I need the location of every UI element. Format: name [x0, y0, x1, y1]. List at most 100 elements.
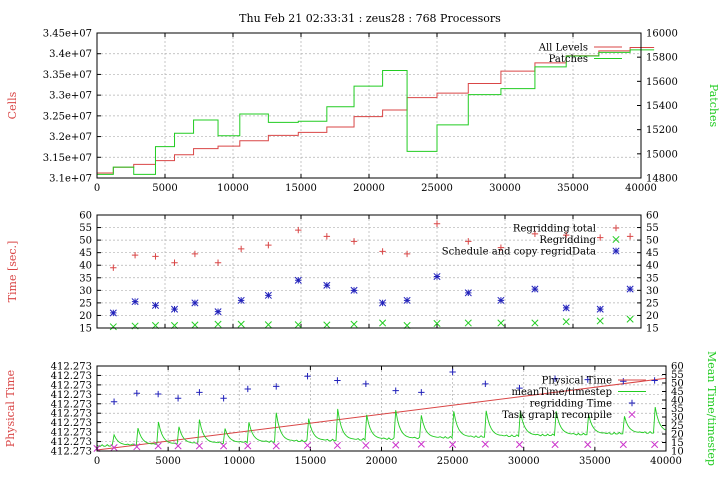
figure-title: Thu Feb 21 02:33:31 : zeus28 : 768 Proce…: [239, 12, 501, 25]
y2-axis-label: Mean Time/timestep: [705, 351, 718, 466]
data-point: [272, 442, 280, 450]
y-tick-label: 50: [79, 236, 92, 247]
y2-tick-label: 20: [646, 311, 659, 322]
y2-tick-label: 35: [671, 404, 684, 415]
data-point: [133, 443, 141, 451]
legend-entry: Regridding total: [513, 224, 620, 235]
series-patches: [97, 49, 655, 175]
data-point: [362, 380, 370, 388]
legend-label: All Levels: [538, 43, 588, 54]
data-point: [596, 317, 604, 325]
data-point: [350, 320, 358, 328]
data-point: [237, 245, 245, 253]
data-point: [403, 296, 411, 304]
y-tick-label: 412.273: [51, 437, 92, 448]
data-point: [449, 368, 456, 376]
y2-tick-label: 15: [646, 324, 659, 335]
data-point: [350, 238, 358, 245]
y-tick-label: 35: [79, 273, 92, 284]
y-tick-label: 3.1e+07: [49, 174, 92, 185]
data-point: [379, 248, 386, 255]
x-tick-label: 25000: [437, 456, 469, 467]
legend-label: meanTime/timestep: [511, 387, 612, 398]
y-axis-label: Physical Time: [4, 370, 17, 447]
step-line: [97, 47, 655, 174]
x-tick-label: 25000: [421, 183, 453, 194]
data-point: [497, 296, 505, 304]
y-tick-label: 3.4e+07: [49, 49, 92, 60]
data-point: [563, 231, 570, 239]
y-tick-label: 60: [79, 211, 92, 222]
y2-tick-label: 60: [646, 211, 659, 222]
data-point: [597, 234, 604, 241]
legend-swatch: [612, 235, 620, 244]
y-tick-label: 30: [79, 286, 92, 297]
data-point: [237, 296, 245, 304]
x-tick-label: 10000: [223, 456, 255, 467]
y2-tick-label: 10: [671, 447, 684, 458]
data-point: [417, 440, 425, 448]
y2-tick-label: 15400: [646, 101, 678, 112]
y2-tick-label: 50: [646, 236, 659, 247]
data-point: [214, 320, 222, 328]
data-point: [294, 276, 302, 284]
legend-entry: meanTime/timestep: [511, 387, 646, 398]
y2-tick-label: 20: [671, 430, 684, 441]
cells-patches-panel: 0 5000 10000 15000 20000 25000 30000 35000 40000…: [6, 29, 720, 195]
plot-frame: [96, 214, 642, 329]
series-regridding-time: [110, 368, 658, 405]
data-point: [333, 441, 341, 449]
data-point: [220, 442, 228, 450]
data-point: [626, 315, 634, 323]
x-tick-label: 40000: [625, 183, 657, 194]
y-tick-label: 3.45e+07: [43, 29, 92, 40]
data-point: [133, 390, 141, 397]
data-point: [154, 390, 162, 398]
data-point: [196, 389, 203, 396]
y-tick-label: 45: [79, 248, 92, 259]
y-tick-label: 412.273: [51, 428, 92, 439]
x-tick-label: 35000: [579, 456, 611, 467]
data-point: [191, 299, 199, 307]
legend-label: Task graph recompile: [502, 410, 612, 421]
y-tick-label: 412.273: [51, 371, 92, 382]
y2-tick-label: 60: [671, 362, 684, 373]
x-tick-label: 30000: [508, 456, 540, 467]
data-point: [191, 321, 199, 329]
x-tick-label: 5000: [152, 183, 177, 194]
y-tick-label: 412.273: [51, 418, 92, 429]
data-point: [651, 377, 658, 384]
y-tick-label: 55: [79, 223, 92, 234]
y2-tick-label: 15000: [646, 149, 678, 160]
data-point: [497, 244, 505, 251]
series-physical-time: [96, 377, 667, 451]
y-tick-label: 3.35e+07: [43, 70, 92, 81]
data-point: [497, 319, 505, 327]
x-tick-label: 20000: [366, 456, 398, 467]
data-point: [403, 250, 411, 258]
data-point: [174, 442, 182, 450]
data-point: [433, 319, 441, 328]
y2-tick-label: 25: [646, 298, 659, 309]
y-axis-label: Cells: [6, 91, 19, 119]
y-tick-label: 3.2e+07: [49, 132, 92, 143]
y-tick-label: 412.273: [51, 362, 92, 373]
data-point: [464, 289, 472, 297]
data-point: [303, 441, 312, 449]
data-point: [265, 241, 272, 249]
legend-swatch: [612, 224, 620, 232]
series-regridding-total: [110, 220, 634, 271]
y-tick-label: 412.273: [51, 447, 92, 458]
legend-entry: Patches: [549, 54, 622, 65]
y-tick-label: 412.273: [51, 380, 92, 391]
data-point: [244, 442, 252, 450]
data-point: [273, 383, 280, 390]
data-point: [214, 259, 222, 266]
legend-swatch: [628, 410, 636, 419]
x-tick-label: 20000: [353, 183, 385, 194]
y2-tick-label: 15200: [646, 125, 678, 136]
legend-label: regridding Time: [530, 399, 612, 410]
legend-entry: Physical Time: [542, 376, 646, 387]
data-point: [152, 253, 159, 260]
data-point: [379, 299, 387, 307]
